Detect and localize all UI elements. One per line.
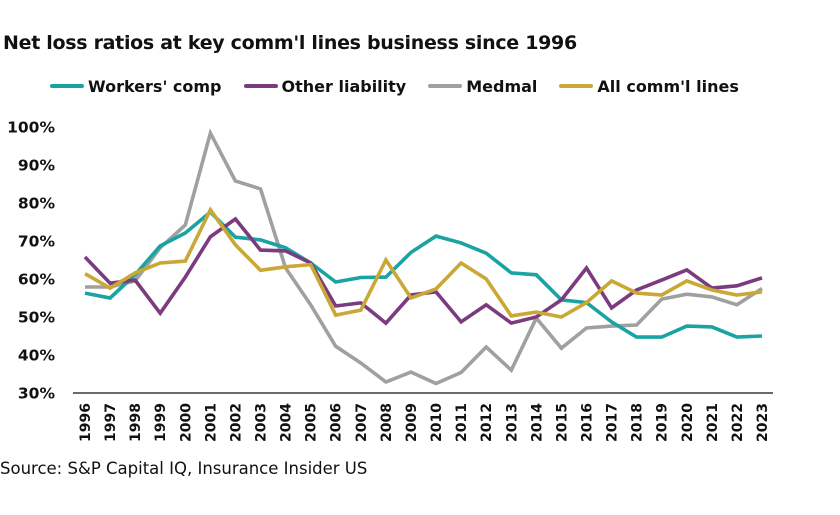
x-tick-label: 2020: [680, 403, 696, 442]
x-tick-label: 2003: [254, 403, 270, 442]
legend-swatch-workers-comp: [50, 84, 84, 88]
source-note: Source: S&P Capital IQ, Insurance Inside…: [0, 459, 368, 478]
legend-label-all-comml-lines: All comm'l lines: [597, 76, 739, 96]
x-tick-label: 2019: [655, 403, 671, 442]
series-line-medmal: [85, 128, 763, 386]
legend-label-other-liability: Other liability: [281, 76, 407, 96]
y-tick-label: 80%: [18, 195, 56, 213]
x-tick-label: 2014: [529, 403, 545, 442]
y-tick-label: 30%: [18, 385, 56, 403]
legend-item-other-liability: Other liability: [243, 76, 407, 96]
x-tick-label: 1997: [103, 403, 119, 442]
x-axis-ticks: 1996 1997 1998 1999 2000 2001 2002 2003 2004 2005…: [78, 403, 771, 442]
x-tick-label: 2015: [554, 403, 570, 442]
y-tick-label: 100%: [7, 119, 55, 137]
y-tick-label: 50%: [18, 309, 56, 327]
legend-swatch-other-liability: [243, 84, 278, 88]
chart-title: Net loss ratios at key comm'l lines busi…: [3, 32, 577, 54]
x-tick-label: 2007: [354, 403, 370, 442]
legend-item-medmal: Medmal: [428, 77, 537, 96]
series-line-all-comm-l-lines: [84, 206, 763, 319]
x-tick-label: 2010: [429, 403, 445, 442]
x-tick-label: 2012: [479, 403, 495, 442]
y-axis-ticks: 100% 90% 80% 70% 60% 50% 40% 30%: [7, 119, 55, 403]
chart-legend: Workers' comp Other liability Medmal All…: [50, 75, 761, 97]
x-tick-label: 2005: [304, 403, 320, 442]
legend-item-workers-comp: Workers' comp: [50, 77, 222, 96]
legend-swatch-medmal: [428, 84, 463, 88]
legend-swatch-all-comml-lines: [559, 84, 594, 88]
x-tick-label: 2009: [404, 403, 420, 442]
y-tick-label: 70%: [18, 233, 56, 251]
y-tick-label: 90%: [18, 157, 56, 175]
series-line-other-liability: [83, 216, 763, 326]
series-lines: [83, 128, 763, 386]
x-tick-label: 1996: [78, 403, 94, 442]
x-tick-label: 2013: [504, 403, 520, 442]
x-tick-label: 1998: [128, 403, 144, 442]
series-line-workers-comp: [84, 209, 763, 339]
x-tick-label: 2006: [329, 403, 345, 442]
x-tick-label: 2001: [203, 403, 219, 442]
x-tick-label: 2021: [705, 403, 721, 442]
x-tick-label: 2000: [178, 403, 194, 442]
x-tick-label: 2022: [730, 403, 746, 442]
x-tick-label: 2017: [605, 403, 621, 442]
x-tick-label: 2004: [279, 403, 295, 442]
x-tick-label: 2023: [755, 403, 771, 442]
x-tick-label: 1999: [153, 403, 169, 442]
y-tick-label: 60%: [18, 271, 56, 289]
y-tick-label: 40%: [18, 347, 56, 365]
x-tick-label: 2002: [228, 403, 244, 442]
x-tick-label: 2018: [630, 403, 646, 442]
x-tick-label: 2008: [379, 403, 395, 442]
x-tick-label: 2016: [579, 403, 595, 442]
legend-item-all-comml-lines: All comm'l lines: [559, 76, 739, 96]
x-tick-label: 2011: [454, 403, 470, 442]
legend-label-workers-comp: Workers' comp: [88, 76, 222, 96]
legend-label-medmal: Medmal: [466, 76, 538, 96]
